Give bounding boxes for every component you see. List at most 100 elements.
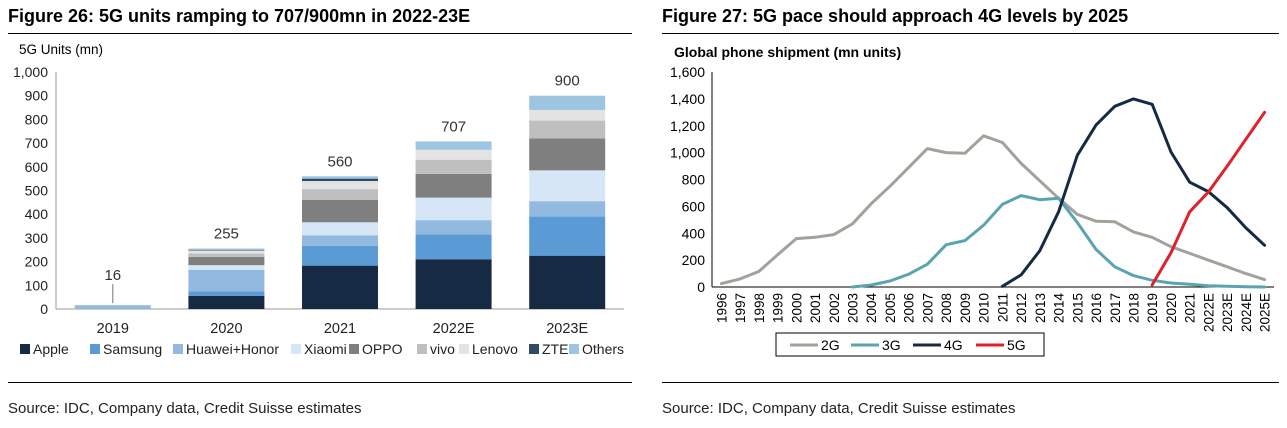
figure-26-top-rule xyxy=(8,33,632,34)
x-tick-label: 2008 xyxy=(939,293,954,323)
x-tick-label: 2004 xyxy=(864,293,879,324)
x-tick-label: 2016 xyxy=(1089,293,1104,323)
x-tick-label: 2002 xyxy=(827,293,842,323)
y-tick-label: 1,200 xyxy=(670,118,705,134)
figure-26-title: Figure 26: 5G units ramping to 707/900mn… xyxy=(8,6,471,26)
bar-segment-others xyxy=(415,141,492,150)
bar-segment-huawei-honor xyxy=(188,269,265,292)
stacked-bar-chart: 5G Units (mn) 0 100 200 300 400 500 600 700 800 90… xyxy=(13,42,624,357)
bar-segment-lenovo xyxy=(302,181,378,190)
series-line-2g xyxy=(719,134,1267,286)
bar-segment-apple xyxy=(529,255,606,309)
legend-label: OPPO xyxy=(362,341,403,357)
x-tick-label: 2006 xyxy=(902,293,917,323)
legend-swatch xyxy=(529,344,539,354)
y-tick-label: 1,000 xyxy=(13,64,48,80)
x-tick-label: 2024E xyxy=(1239,293,1254,332)
x-tick-label: 2018 xyxy=(1127,293,1142,323)
bar-segment-oppo xyxy=(188,256,265,266)
y-tick-label: 600 xyxy=(682,198,706,214)
x-tick-label: 2014 xyxy=(1052,293,1067,324)
legend-label: Apple xyxy=(33,341,69,357)
x-tick-label: 2005 xyxy=(883,293,898,323)
x-tick-label: 1998 xyxy=(752,293,767,323)
legend-label: Xiaomi xyxy=(304,341,347,357)
total-label: 560 xyxy=(327,153,352,170)
x-tick-label: 2019 xyxy=(1145,293,1160,323)
y-tick-label: 100 xyxy=(25,277,49,293)
y-tick-label: 1,000 xyxy=(670,145,705,161)
y-tick-label: 0 xyxy=(697,279,705,295)
bar-segment-apple xyxy=(302,265,378,309)
y-tick-label: 500 xyxy=(25,183,49,199)
bar-segment-samsung xyxy=(415,234,492,260)
y-tick-label: 400 xyxy=(25,206,49,222)
x-tick-label: 2023E xyxy=(1220,293,1235,332)
y-tick-label: 300 xyxy=(25,230,49,246)
bar-segment-xiaomi xyxy=(529,170,606,202)
legend-box xyxy=(775,332,1045,357)
x-tick-label: 2010 xyxy=(977,293,992,323)
bar-segment-vivo xyxy=(302,189,378,200)
figure-27-panel: Figure 27: 5G pace should approach 4G le… xyxy=(654,0,1287,428)
x-tick-label: 2023E xyxy=(546,321,588,337)
bar-segment-apple xyxy=(188,295,265,309)
legend-swatch xyxy=(459,344,469,354)
legend-swatch xyxy=(20,344,30,354)
x-tick-label: 2022E xyxy=(1201,293,1216,332)
figure-26-panel: Figure 26: 5G units ramping to 707/900mn… xyxy=(0,0,640,428)
x-tick-label: 2019 xyxy=(97,321,129,337)
x-tick-label: 2012 xyxy=(1014,293,1029,323)
legend-swatch xyxy=(173,344,183,354)
bar-segment-others xyxy=(529,95,606,110)
legend-label: ZTE xyxy=(542,341,568,357)
bar-segment-huawei-honor xyxy=(74,305,151,309)
bar-segment-others xyxy=(302,176,378,179)
x-tick-label: 2021 xyxy=(324,321,356,337)
legend-label: vivo xyxy=(430,341,455,357)
bar-segment-samsung xyxy=(302,245,378,266)
total-label: 16 xyxy=(104,267,121,284)
legend-swatch xyxy=(90,344,100,354)
x-tick-label: 2007 xyxy=(920,293,935,323)
x-tick-label: 2015 xyxy=(1070,293,1085,323)
figure-26-source: Source: IDC, Company data, Credit Suisse… xyxy=(8,400,362,417)
bar-segment-vivo xyxy=(529,120,606,139)
x-tick-label: 2001 xyxy=(808,293,823,323)
y-tick-label: 700 xyxy=(25,135,49,151)
figure-27-source: Source: IDC, Company data, Credit Suisse… xyxy=(662,400,1016,417)
bar-segment-xiaomi xyxy=(188,265,265,270)
figure-27-title: Figure 27: 5G pace should approach 4G le… xyxy=(662,6,1129,26)
legend-swatch xyxy=(291,344,301,354)
y-tick-label: 1,600 xyxy=(670,64,705,80)
legend-label: Huawei+Honor xyxy=(186,341,279,357)
bar-segment-lenovo xyxy=(188,250,265,254)
bar-segment-oppo xyxy=(415,173,492,198)
y-tick-label: 200 xyxy=(25,254,49,270)
bar-segment-huawei-honor xyxy=(529,201,606,217)
bar-segment-vivo xyxy=(188,253,265,257)
bar-segment-others xyxy=(188,248,265,250)
bar-segment-oppo xyxy=(302,199,378,223)
total-label: 707 xyxy=(441,118,466,135)
x-tick-label: 2009 xyxy=(958,293,973,323)
legend-label: 4G xyxy=(944,337,963,353)
line-chart: Global phone shipment (mn units) 0 200 400 6… xyxy=(670,44,1274,357)
x-tick-label: 1999 xyxy=(771,293,786,323)
y-tick-label: 400 xyxy=(682,225,706,241)
bar-segment-huawei-honor xyxy=(415,220,492,235)
bar-segment-vivo xyxy=(415,159,492,174)
bar-segment-xiaomi xyxy=(302,222,378,236)
x-tick-label: 2017 xyxy=(1108,293,1123,323)
figure-27-bottom-rule xyxy=(662,382,1279,383)
y-tick-label: 200 xyxy=(682,252,706,268)
x-tick-label: 2003 xyxy=(846,293,861,323)
legend-swatch xyxy=(569,344,579,354)
legend-label: 5G xyxy=(1007,337,1026,353)
bar-segment-zte xyxy=(188,249,265,251)
series-line-3g xyxy=(851,194,1267,289)
bar-segment-lenovo xyxy=(529,109,606,121)
y-tick-label: 0 xyxy=(40,301,48,317)
legend-label: Lenovo xyxy=(472,341,518,357)
bar-segment-samsung xyxy=(188,291,265,296)
